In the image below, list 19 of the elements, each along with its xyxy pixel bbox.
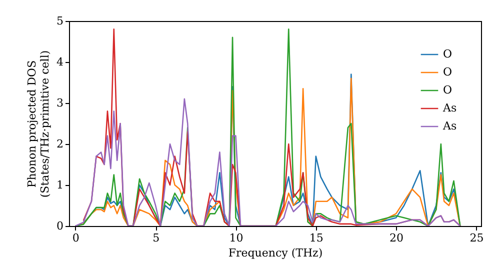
x-tick-label: 25: [470, 232, 484, 244]
y-axis-title: Phonon projected DOS (States/THz·primitive cell): [26, 50, 52, 198]
x-tick-label: 10: [229, 232, 244, 244]
legend-label: O: [443, 66, 452, 78]
x-tick-label: 15: [309, 232, 324, 244]
legend-label: As: [442, 102, 457, 114]
y-tick-label: 3: [56, 96, 64, 110]
y-tick-label: 2: [56, 138, 64, 150]
y-tick-label: 1: [56, 178, 64, 192]
x-tick-label: 5: [152, 232, 160, 244]
legend-label: O: [443, 48, 452, 60]
y-tick-label: 0: [56, 220, 64, 232]
x-tick-label: 20: [390, 232, 404, 244]
legend-label: As: [442, 120, 457, 132]
legend-label: O: [443, 84, 452, 96]
x-tick-label: 0: [72, 232, 80, 244]
y-tick-label: 4: [56, 56, 64, 68]
x-axis-title: Frequency (THz): [228, 246, 323, 260]
y-tick-label: 5: [56, 14, 64, 28]
